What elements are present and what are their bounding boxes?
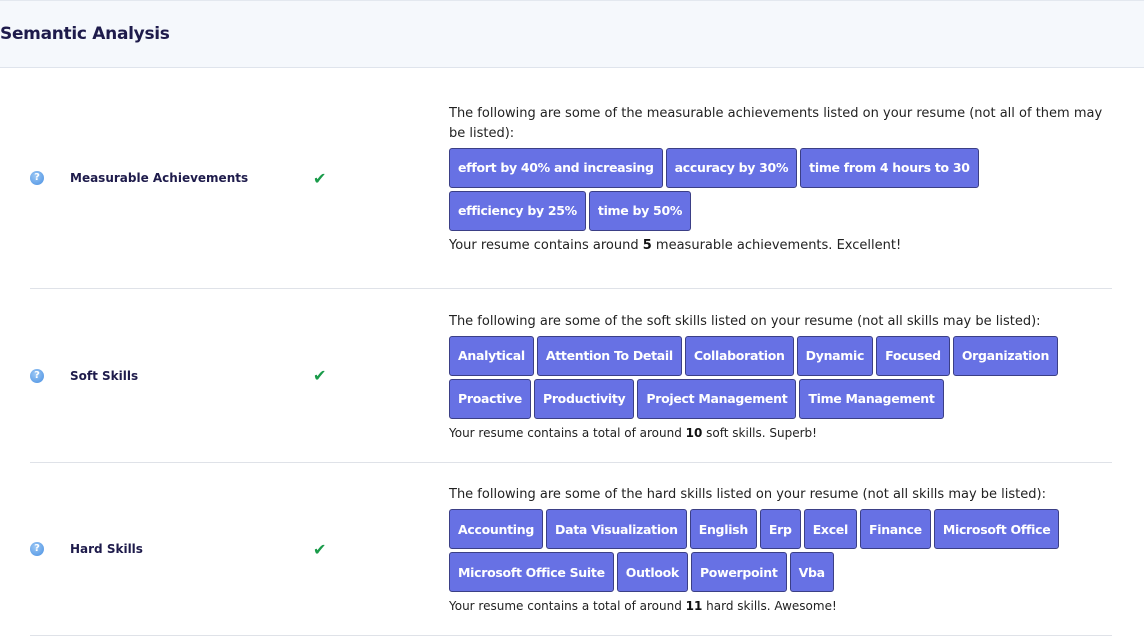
tag: Microsoft Office Suite	[449, 552, 614, 592]
tag: Outlook	[616, 552, 688, 592]
tag: effort by 40% and increasing	[449, 147, 663, 188]
analysis-row: ? Soft Skills ✔ The following are some o…	[30, 289, 1112, 463]
help-icon[interactable]: ?	[30, 171, 44, 185]
row-content: The following are some of the hard skill…	[449, 485, 1109, 613]
tag: Dynamic	[796, 335, 874, 376]
page-title: Semantic Analysis	[0, 24, 170, 44]
summary-text: Your resume contains a total of around 1…	[449, 426, 1109, 440]
tag: English	[689, 509, 757, 549]
row-label: Soft Skills	[70, 368, 139, 383]
row-content: The following are some of the measurable…	[449, 104, 1109, 253]
row-label: Measurable Achievements	[70, 171, 249, 185]
check-icon: ✔	[313, 539, 327, 559]
tag: Vba	[789, 552, 834, 592]
tag: Collaboration	[684, 335, 794, 376]
help-icon[interactable]: ?	[30, 542, 44, 556]
tag: Erp	[759, 509, 801, 549]
summary-pre: Your resume contains a total of around	[449, 425, 686, 440]
tag: Powerpoint	[690, 552, 787, 592]
tag: time from 4 hours to 30	[800, 147, 979, 188]
count: 11	[685, 599, 703, 613]
tag: Microsoft Office	[933, 509, 1060, 549]
row-label: Hard Skills	[70, 542, 143, 556]
summary-pre: Your resume contains a total of around	[449, 599, 686, 613]
analysis-row: ? Measurable Achievements ✔ The followin…	[30, 68, 1112, 289]
tag: Data Visualization	[546, 509, 687, 549]
count: 5	[642, 237, 652, 253]
tag-list: Analytical Attention To Detail Collaborati…	[449, 335, 1109, 419]
intro-text: The following are some of the hard skill…	[449, 487, 1046, 502]
tag: Organization	[952, 335, 1059, 376]
count: 10	[685, 425, 703, 440]
tag: Focused	[876, 335, 950, 376]
summary-post: hard skills. Awesome!	[702, 599, 837, 613]
intro-text: The following are some of the soft skill…	[449, 313, 1041, 329]
summary-text: Your resume contains a total of around 1…	[449, 599, 1109, 613]
summary-text: Your resume contains around 5 measurable…	[449, 238, 1109, 253]
tag: Time Management	[799, 378, 944, 419]
help-icon[interactable]: ?	[30, 368, 44, 383]
tag: Project Management	[637, 378, 797, 419]
intro-text: The following are some of the measurable…	[449, 105, 1103, 141]
tag: Analytical	[449, 335, 534, 376]
tag: time by 50%	[588, 190, 692, 231]
analysis-row: ? Hard Skills ✔ The following are some o…	[30, 463, 1112, 636]
tag-list: Accounting Data Visualization English Erp Ex…	[449, 509, 1109, 592]
summary-post: measurable achievements. Excellent!	[651, 237, 902, 253]
tag: Proactive	[449, 378, 531, 419]
summary-pre: Your resume contains around	[449, 237, 643, 253]
check-icon: ✔	[313, 366, 327, 385]
tag-list: effort by 40% and increasing accuracy by …	[449, 147, 1109, 231]
tag: accuracy by 30%	[665, 147, 798, 188]
section-header: Semantic Analysis	[0, 0, 1144, 68]
tag: Excel	[803, 509, 857, 549]
tag: Attention To Detail	[536, 335, 682, 376]
tag: Finance	[859, 509, 931, 549]
check-icon: ✔	[313, 168, 327, 188]
tag: efficiency by 25%	[449, 190, 586, 231]
summary-post: soft skills. Superb!	[702, 425, 817, 440]
tag: Accounting	[449, 509, 543, 549]
tag: Productivity	[533, 378, 635, 419]
row-content: The following are some of the soft skill…	[449, 312, 1109, 440]
